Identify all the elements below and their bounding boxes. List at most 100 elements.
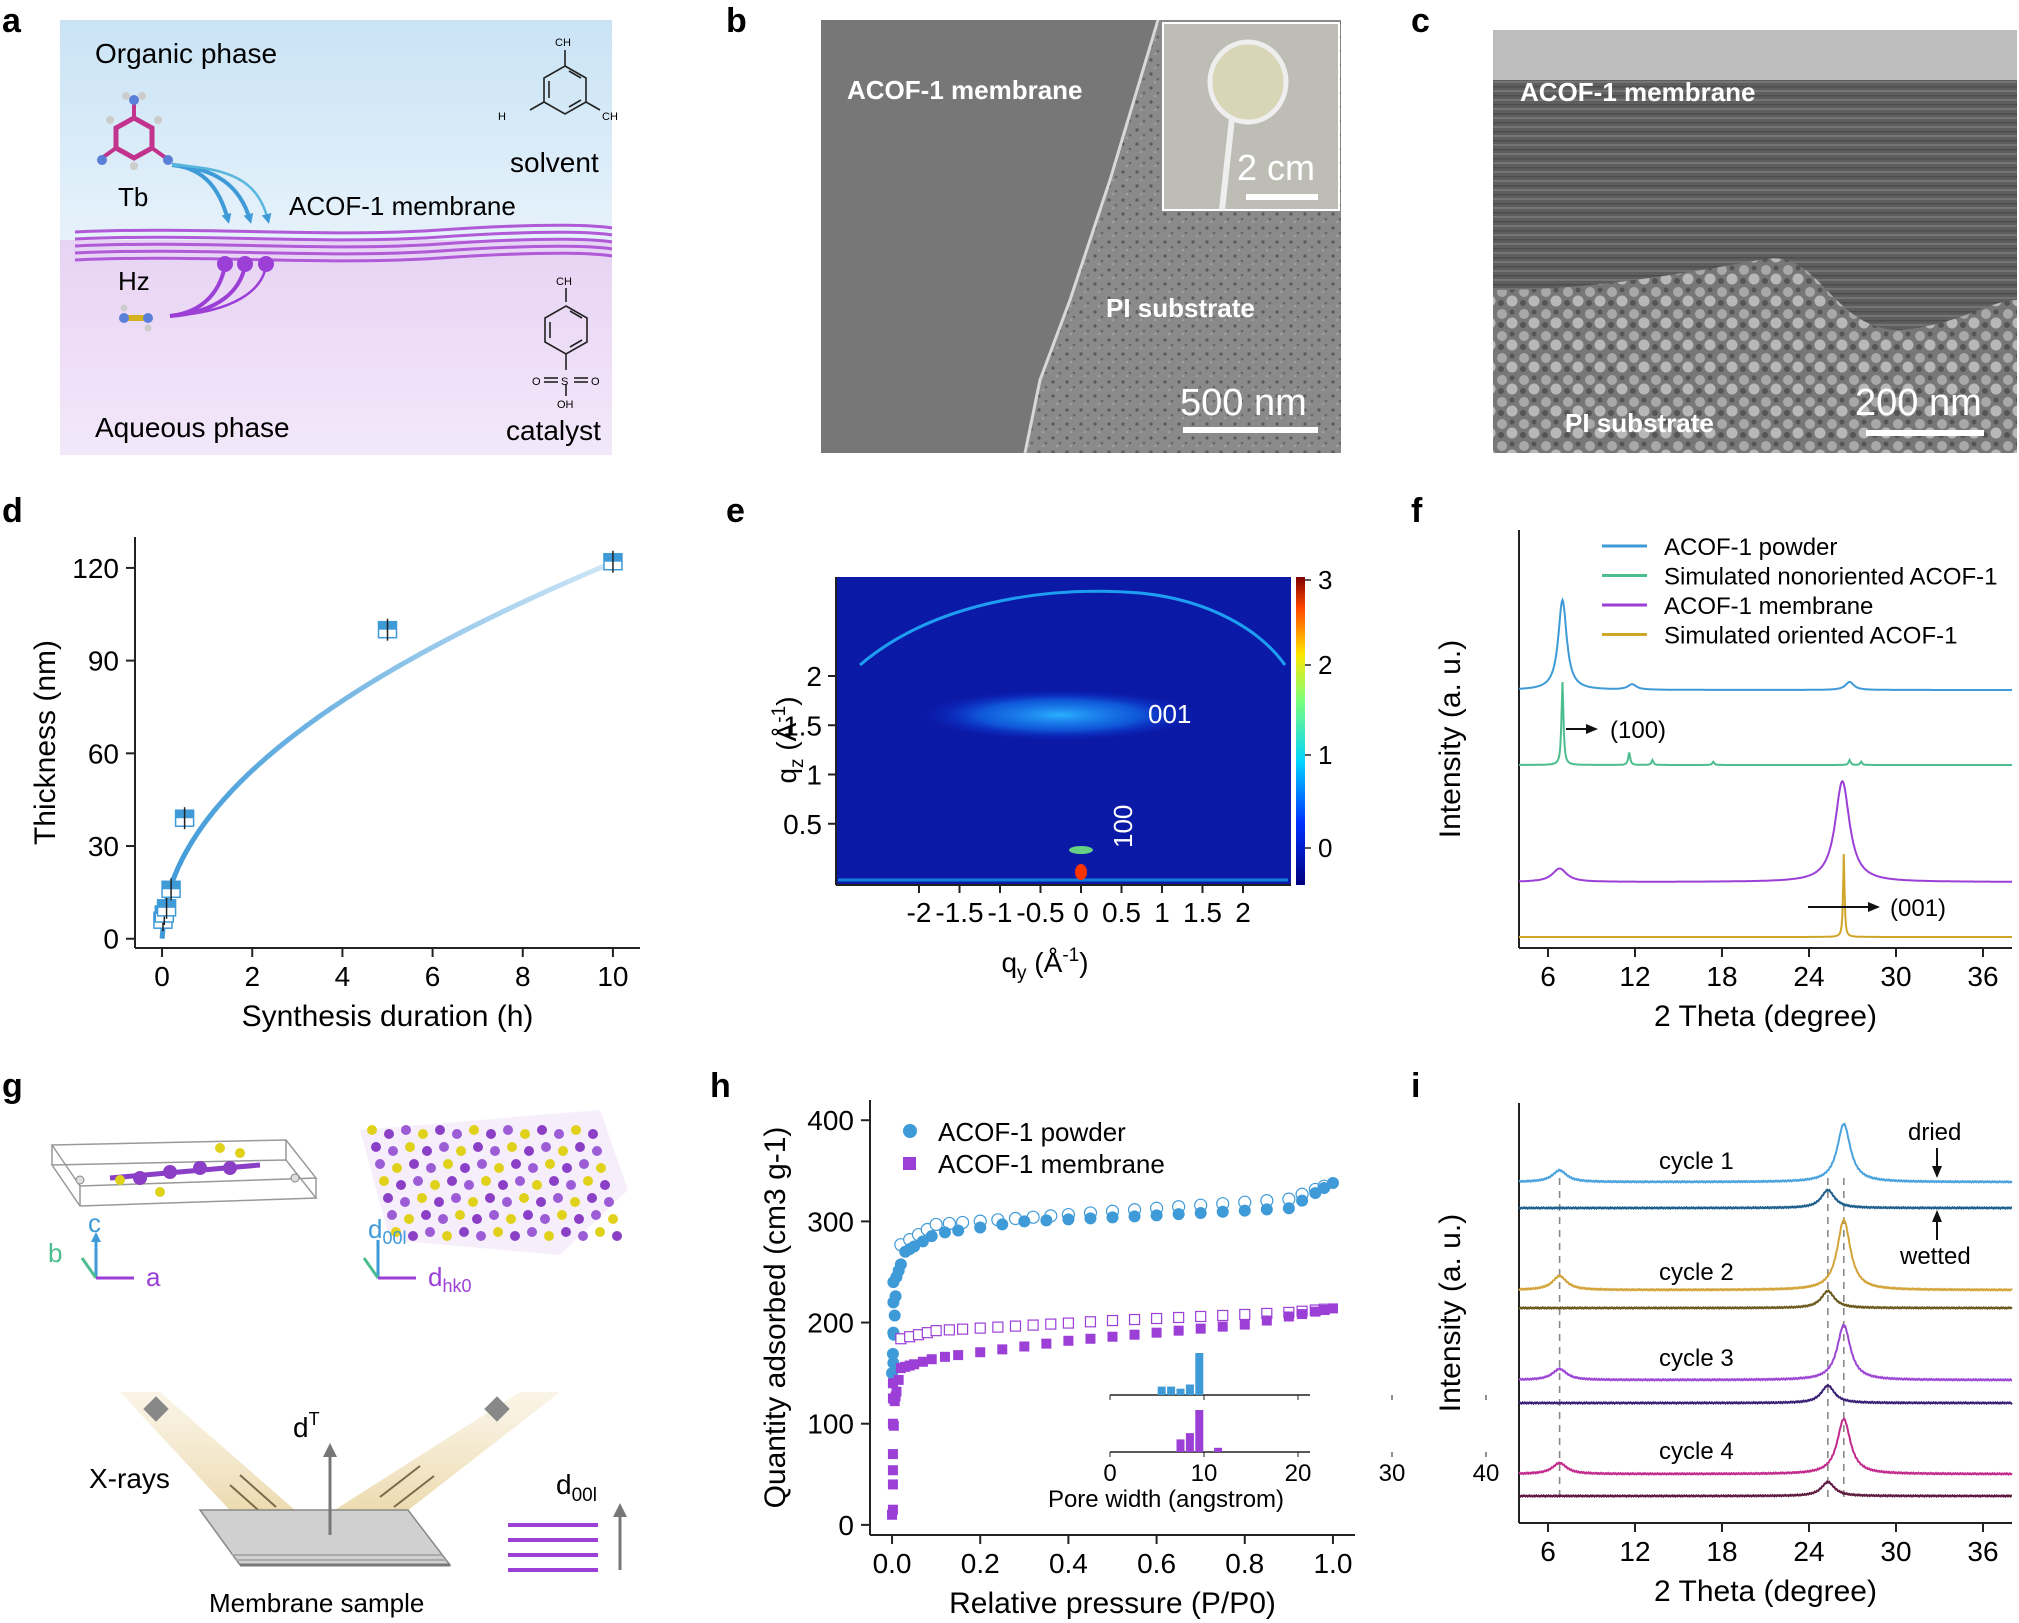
adsorption-point — [1261, 1315, 1272, 1326]
adsorption-point — [975, 1347, 986, 1358]
legend-label: ACOF-1 powder — [938, 1117, 1126, 1147]
scale-bar-c — [1866, 430, 1984, 436]
adsorption-point — [887, 1418, 898, 1429]
membrane-layers — [74, 223, 613, 263]
adsorption-point — [1238, 1204, 1251, 1217]
d00l-b-label: d00l — [556, 1469, 597, 1506]
framework-atom — [473, 1142, 483, 1152]
chart-d: 0 2 4 6 8 10 0 30 60 90 120 Synthesis duration (h) T… — [29, 537, 640, 1033]
framework-atom — [464, 1180, 474, 1190]
x-tick-label: 0.0 — [873, 1548, 912, 1579]
adsorption-point — [1106, 1211, 1119, 1224]
framework-atom — [476, 1231, 486, 1241]
y-tick-label: 400 — [807, 1105, 854, 1136]
tsoh-structure-icon — [544, 288, 588, 396]
x-tick-label: 6 — [425, 961, 441, 992]
framework-atom — [443, 1159, 453, 1169]
y-axis-label: Intensity (a. u.) — [1434, 640, 1467, 838]
framework-atom — [604, 1197, 614, 1207]
framework-atom — [502, 1197, 512, 1207]
desorption-point — [1173, 1311, 1185, 1324]
fit-curve — [159, 561, 612, 939]
e-x-tick-label: -0.5 — [1016, 897, 1064, 928]
adsorption-point — [1327, 1303, 1338, 1314]
framework-atom — [489, 1210, 499, 1220]
e-x-tick-label: -1 — [988, 897, 1013, 928]
inset-bar-membrane — [1214, 1447, 1223, 1452]
panel-letter-c: c — [1411, 2, 1430, 40]
chart-h: 0.0 0.2 0.4 0.6 0.8 1.00100200300400Relative … — [759, 1100, 1499, 1620]
inset-tick-label: 20 — [1285, 1460, 1312, 1487]
adsorption-point — [917, 1356, 928, 1367]
membrane-label-c: ACOF-1 membrane — [1520, 77, 1756, 107]
adsorption-point — [1319, 1305, 1330, 1316]
adsorption-point — [952, 1224, 965, 1237]
adsorption-point — [925, 1230, 938, 1243]
adsorption-point — [1296, 1194, 1309, 1207]
framework-atom — [519, 1193, 529, 1203]
x-tick-label: 0.8 — [1225, 1548, 1264, 1579]
framework-atom — [507, 1142, 517, 1152]
framework-atom — [367, 1125, 377, 1135]
y-tick-label: 90 — [88, 646, 119, 677]
framework-atom — [417, 1193, 427, 1203]
series-line — [1518, 1188, 2013, 1211]
framework-atom — [456, 1146, 466, 1156]
framework-atom — [557, 1210, 567, 1220]
adsorption-point — [1107, 1331, 1118, 1342]
framework-atom — [510, 1231, 520, 1241]
cycle-2-label: cycle 2 — [1659, 1259, 1734, 1286]
adsorption-point — [1309, 1187, 1322, 1200]
adsorption-point — [1297, 1309, 1308, 1320]
framework-atom — [541, 1142, 551, 1152]
inset-bar-membrane — [1176, 1439, 1185, 1452]
tsoh-s: S — [561, 376, 568, 388]
adsorption-point — [1128, 1210, 1141, 1223]
xrays-label: X-rays — [89, 1463, 170, 1494]
axis-b-label: b — [48, 1238, 62, 1268]
panel-letter-i: i — [1411, 1067, 1420, 1105]
adsorption-point — [1172, 1208, 1185, 1221]
peak-100-label: 100 — [1108, 805, 1138, 848]
cycle-1-label: cycle 1 — [1659, 1148, 1734, 1175]
mesitylene-h3c-left: H — [498, 111, 506, 123]
adsorption-point — [888, 1309, 901, 1322]
panel-h: h 0.0 0.2 0.4 0.6 0.8 1.00100200300400Relativ… — [710, 1067, 1499, 1620]
adsorption-point — [908, 1240, 921, 1253]
desorption-point — [1027, 1319, 1039, 1331]
inset-tick-label: 0 — [1103, 1460, 1116, 1487]
chart-e-axes: -2 -1.5 -1 -0.5 0 0.5 1 1.5 2 0.5 1 1.5 2 — [783, 577, 1291, 928]
framework-atom — [375, 1159, 385, 1169]
x-tick-label: 6 — [1540, 1536, 1556, 1567]
peak-001-label: 001 — [1148, 699, 1191, 729]
framework-atom — [554, 1129, 564, 1139]
framework-atom — [536, 1197, 546, 1207]
framework-atom — [434, 1197, 444, 1207]
tb-diffusion-arrows — [171, 163, 272, 224]
framework-atom — [438, 1214, 448, 1224]
framework-atom — [591, 1210, 601, 1220]
aqueous-phase-label: Aqueous phase — [95, 412, 290, 443]
framework-atom — [392, 1163, 402, 1173]
scale-label-b: 500 nm — [1180, 382, 1307, 424]
y-tick-label: 30 — [88, 831, 119, 862]
cbar-tick-1: 1 — [1318, 740, 1332, 770]
framework-atom — [400, 1197, 410, 1207]
series-line — [1519, 853, 2012, 938]
x-tick-label: 10 — [597, 961, 628, 992]
cycle-4-label: cycle 4 — [1659, 1438, 1734, 1465]
x-tick-label: 18 — [1706, 961, 1737, 992]
y-tick-label: 0 — [103, 924, 119, 955]
scale-label-c: 200 nm — [1855, 382, 1982, 424]
series-line — [1518, 597, 2012, 691]
framework-atom — [588, 1129, 598, 1139]
panel-letter-a: a — [2, 2, 22, 40]
framework-atom — [477, 1159, 487, 1169]
x-tick-label: 8 — [515, 961, 531, 992]
adsorption-point — [1062, 1213, 1075, 1226]
framework-atom — [595, 1227, 605, 1237]
framework-atom — [371, 1142, 381, 1152]
giwaxs-001-spot — [925, 690, 1195, 740]
legend-label: ACOF-1 membrane — [1664, 593, 1873, 620]
cycle-3-label: cycle 3 — [1659, 1345, 1734, 1372]
